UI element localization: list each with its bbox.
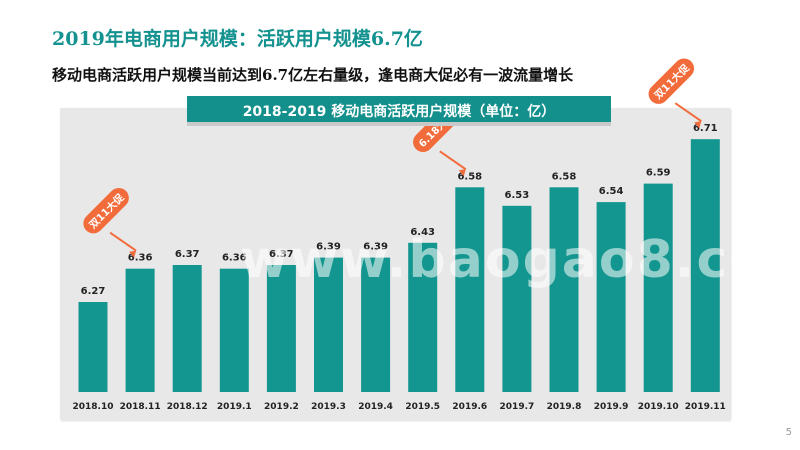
bar	[502, 205, 532, 392]
bar	[408, 242, 438, 392]
page-subtitle: 移动电商活跃用户规模当前达到6.7亿左右量级，逢电商大促必有一波流量增长	[52, 66, 574, 84]
data-label: 6.39	[316, 242, 341, 253]
data-label: 6.36	[128, 253, 153, 264]
bar	[219, 268, 249, 392]
annotation-arrowhead	[458, 169, 466, 177]
x-tick-label: 2018.11	[120, 402, 161, 412]
x-tick-label: 2019.5	[405, 402, 440, 412]
annotation-arrow	[674, 102, 702, 123]
annotation-arrow	[109, 231, 137, 252]
data-label: 6.59	[646, 168, 671, 179]
x-tick-label: 2019.6	[452, 402, 487, 412]
x-tick-label: 2018.12	[167, 402, 208, 412]
annotation-arrow	[439, 150, 467, 171]
bar	[596, 202, 626, 392]
data-label: 6.71	[693, 123, 718, 134]
data-label: 6.37	[269, 249, 294, 260]
annotation-pill	[83, 187, 129, 234]
bar	[690, 139, 720, 392]
annotation-badge: 双11大促	[83, 187, 129, 234]
bar	[549, 187, 579, 392]
x-tick-label: 2018.10	[73, 402, 114, 412]
x-tick-label: 2019.3	[311, 402, 346, 412]
x-tick-label: 2019.7	[500, 402, 535, 412]
bar	[266, 265, 296, 392]
bar	[78, 302, 108, 392]
bar	[361, 257, 391, 392]
data-label: 6.39	[363, 242, 388, 253]
bar	[172, 265, 202, 392]
annotation-badge: 双11大促	[648, 58, 695, 104]
data-label: 6.43	[410, 227, 435, 238]
bar	[125, 268, 155, 392]
data-label: 6.27	[81, 286, 106, 297]
page-title: 2019年电商用户规模：活跃用户规模6.7亿	[52, 28, 423, 50]
x-tick-label: 2019.2	[264, 402, 299, 412]
data-label: 6.37	[175, 249, 200, 260]
annotation-pill	[648, 58, 695, 104]
annotation-arrowhead	[694, 121, 702, 129]
data-label: 6.58	[552, 171, 577, 182]
data-label: 6.36	[222, 253, 247, 264]
page-number: 5	[785, 427, 792, 438]
data-label: 6.54	[599, 186, 624, 197]
annotation-arrowhead	[129, 250, 137, 258]
x-tick-label: 2019.10	[638, 402, 679, 412]
bar	[455, 187, 485, 392]
x-tick-label: 2019.11	[685, 402, 726, 412]
x-tick-label: 2019.8	[547, 402, 582, 412]
bar	[314, 257, 343, 392]
chart-title: 2018-2019 移动电商活跃用户规模（单位：亿）	[242, 104, 556, 120]
data-label: 6.58	[457, 171, 482, 182]
bar	[643, 183, 673, 392]
x-tick-label: 2019.9	[594, 402, 629, 412]
data-label: 6.53	[505, 190, 530, 201]
chart-title-band: 2018-2019 移动电商活跃用户规模（单位：亿）	[187, 96, 611, 126]
x-tick-label: 2019.4	[358, 402, 393, 412]
x-tick-label: 2019.1	[217, 402, 252, 412]
